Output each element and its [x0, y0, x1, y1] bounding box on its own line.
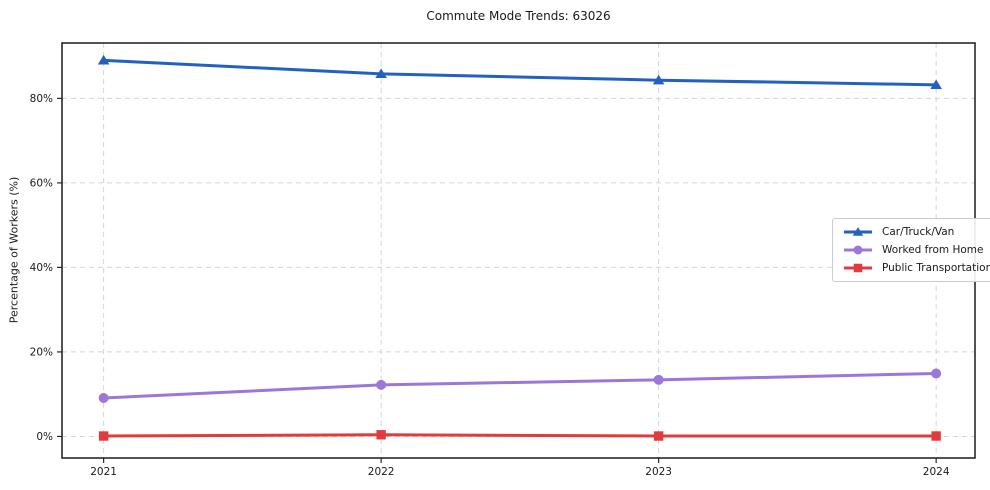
- legend-label: Public Transportation: [882, 262, 990, 274]
- data-point-marker: [97, 54, 110, 65]
- data-point-marker: [98, 392, 109, 403]
- series-public-transportation: [98, 430, 941, 441]
- data-point-marker: [652, 74, 665, 85]
- legend-item-public-transportation: Public Transportation: [843, 261, 990, 275]
- legend-label: Car/Truck/Van: [882, 226, 955, 238]
- series-line: [102, 371, 938, 400]
- y-tick-label: 20%: [30, 346, 53, 358]
- data-point-marker: [931, 431, 941, 441]
- series-line: [102, 433, 938, 438]
- tick-marks: [57, 97, 937, 463]
- x-tick-label: 2022: [368, 466, 395, 478]
- data-point-marker: [931, 368, 942, 379]
- data-point-marker: [930, 79, 942, 90]
- series-worked-from-home: [98, 368, 942, 403]
- y-tick-label: 40%: [30, 262, 53, 274]
- square-marker-icon: [844, 263, 872, 273]
- legend-item-car-truck-van: Car/Truck/Van: [843, 225, 990, 239]
- data-point-marker: [653, 431, 664, 441]
- data-point-marker: [376, 379, 387, 390]
- legend: Car/Truck/Van Worked from Home Public Tran…: [832, 218, 990, 282]
- data-point-marker: [98, 431, 109, 441]
- circle-marker-icon: [844, 245, 872, 255]
- y-tick-label: 80%: [30, 93, 53, 105]
- data-point-marker: [376, 430, 386, 440]
- y-tick-labels: 0% 20% 40% 60% 80%: [30, 93, 53, 443]
- y-tick-label: 60%: [30, 177, 53, 189]
- chart-title: Commute Mode Trends: 63026: [426, 9, 611, 23]
- legend-label: Worked from Home: [882, 244, 984, 256]
- data-point-marker: [853, 263, 863, 273]
- legend-item-worked-from-home: Worked from Home: [843, 243, 990, 257]
- data-point-marker: [852, 227, 864, 236]
- series-line: [102, 58, 938, 87]
- x-tick-labels: 2021 2022 2023 2024: [90, 466, 950, 478]
- data-point-marker: [375, 68, 387, 79]
- series-car-truck-van: [97, 54, 942, 90]
- triangle-marker-icon: [844, 227, 872, 236]
- data-point-marker: [653, 374, 664, 385]
- x-tick-label: 2023: [645, 466, 672, 478]
- y-tick-label: 0%: [36, 431, 53, 443]
- data-point-marker: [853, 245, 863, 255]
- x-tick-label: 2021: [90, 466, 117, 478]
- x-tick-label: 2024: [923, 466, 950, 478]
